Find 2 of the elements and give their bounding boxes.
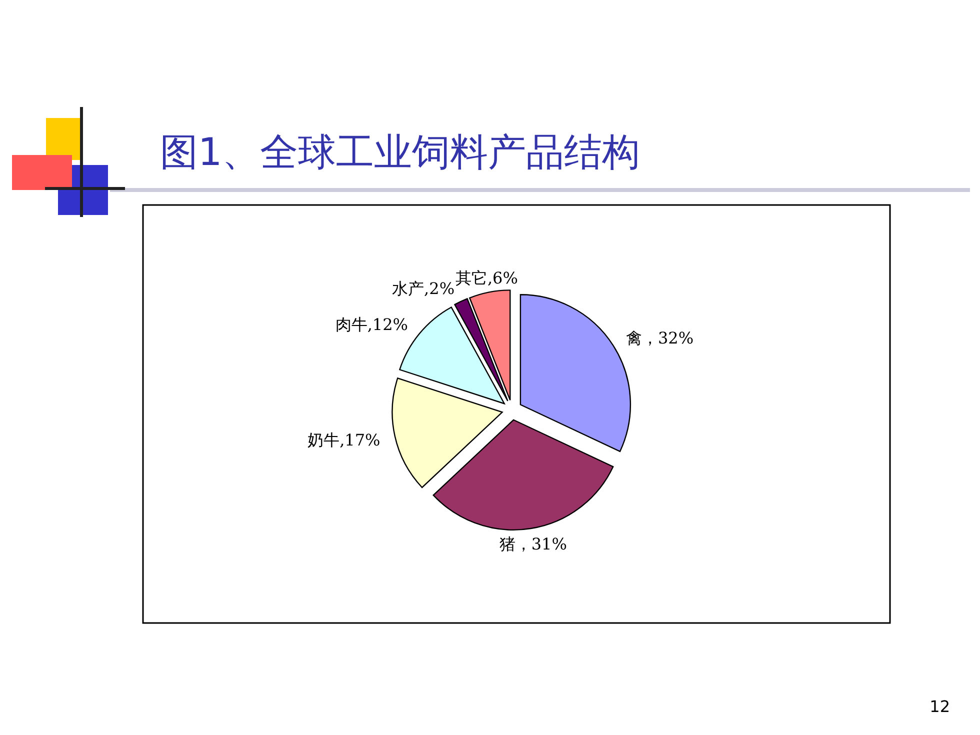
text: 12 — [930, 697, 950, 716]
chart-title: 图1、全球工业饲料产品结构 — [160, 130, 640, 174]
